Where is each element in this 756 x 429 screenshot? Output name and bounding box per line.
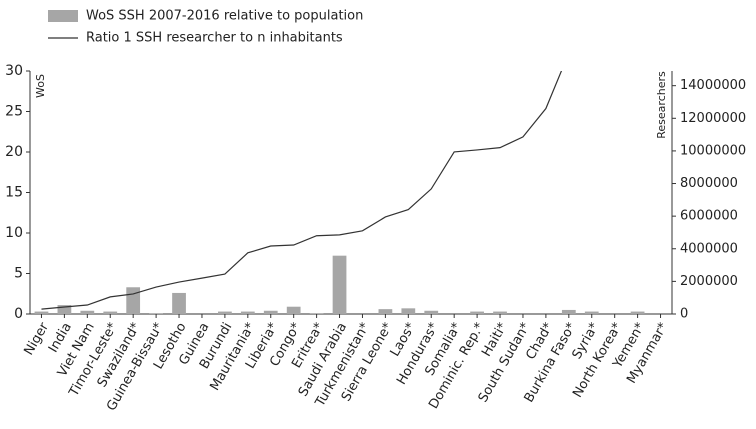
bar bbox=[309, 313, 324, 314]
bar bbox=[561, 309, 576, 314]
bar bbox=[240, 311, 255, 314]
x-tick-label: Niger bbox=[22, 320, 53, 358]
bar bbox=[172, 292, 186, 314]
bar bbox=[630, 311, 645, 314]
y-tick-label: 0 bbox=[14, 306, 23, 322]
bar bbox=[493, 311, 507, 314]
bar bbox=[401, 308, 416, 314]
y2-tick-label: 2000000 bbox=[680, 274, 738, 289]
y-axis-label: WoS bbox=[34, 74, 47, 98]
bar bbox=[218, 311, 232, 314]
legend-swatch-bar bbox=[48, 10, 78, 22]
y2-tick-label: 4000000 bbox=[680, 241, 738, 256]
y-tick-label: 5 bbox=[14, 266, 23, 282]
y-tick-label: 30 bbox=[5, 63, 23, 79]
y2-tick-label: 12000000 bbox=[680, 111, 746, 126]
bar bbox=[470, 311, 484, 314]
y2-tick-label: 14000000 bbox=[680, 78, 746, 93]
legend-label: Ratio 1 SSH researcher to n inhabitants bbox=[86, 31, 343, 46]
bar bbox=[103, 311, 118, 314]
y-tick-label: 10 bbox=[5, 225, 23, 241]
bar bbox=[584, 311, 599, 314]
bar bbox=[378, 309, 393, 314]
y-tick-label: 25 bbox=[5, 104, 23, 120]
legend-label: WoS SSH 2007-2016 relative to population bbox=[86, 9, 363, 24]
y2-axis-label: Researchers bbox=[655, 71, 668, 139]
bar bbox=[57, 305, 72, 314]
bar bbox=[286, 306, 301, 314]
bar bbox=[149, 313, 163, 314]
y2-tick-label: 0 bbox=[680, 307, 688, 322]
bar bbox=[80, 310, 95, 314]
y2-tick-label: 8000000 bbox=[680, 176, 738, 191]
line bbox=[41, 71, 563, 310]
y2-tick-label: 10000000 bbox=[680, 143, 746, 158]
bar bbox=[263, 310, 278, 314]
y-tick-label: 15 bbox=[5, 185, 23, 201]
y2-tick-label: 6000000 bbox=[680, 209, 738, 224]
y-tick-label: 20 bbox=[5, 144, 23, 160]
bar bbox=[126, 287, 141, 314]
bar bbox=[332, 255, 347, 314]
bar bbox=[424, 310, 439, 314]
bar bbox=[34, 311, 49, 314]
